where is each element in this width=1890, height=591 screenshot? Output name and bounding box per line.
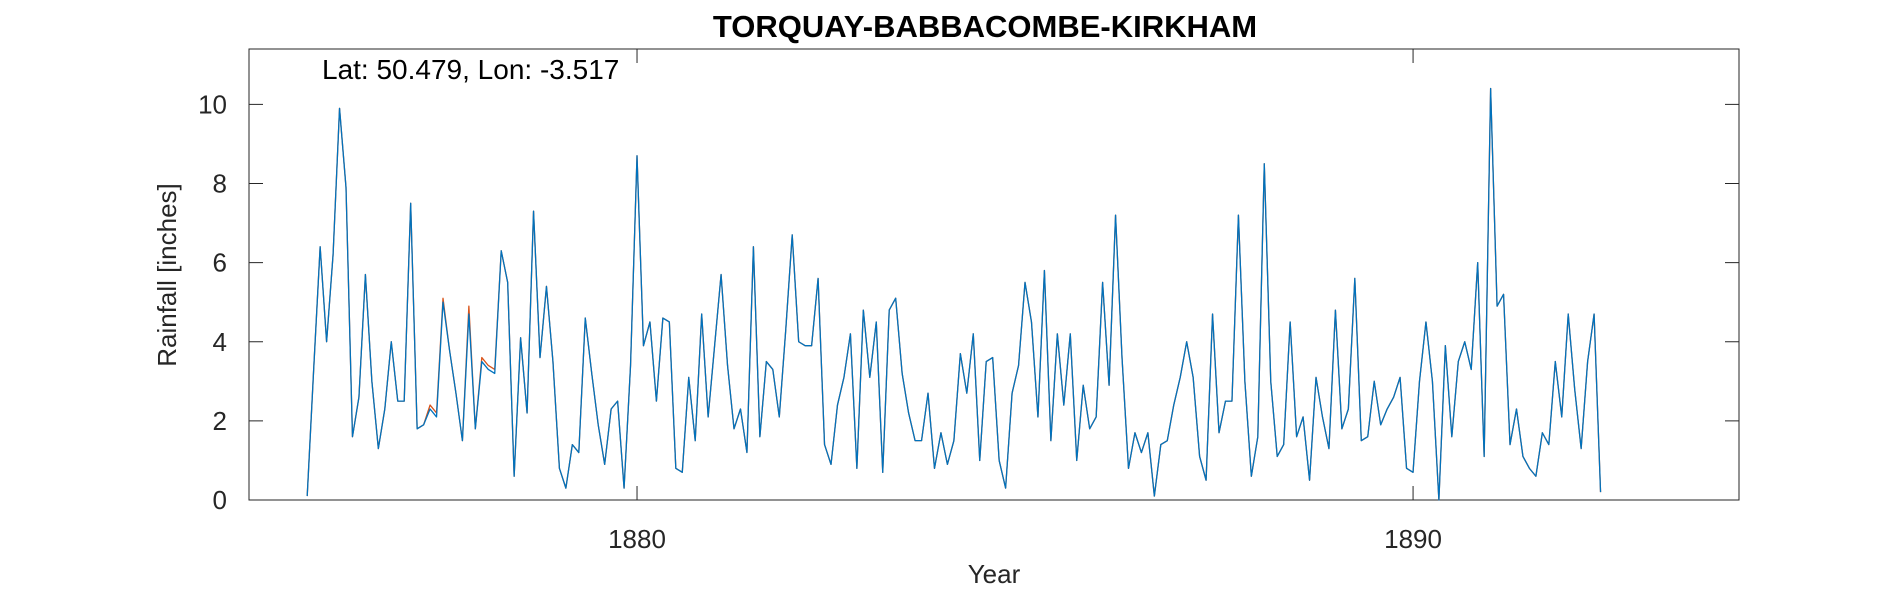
- series-layer: [306, 87, 1602, 501]
- y-tick-label: 2: [213, 406, 227, 436]
- y-tick-label: 6: [213, 248, 227, 278]
- y-tick-label: 8: [213, 169, 227, 199]
- y-axis-label: Rainfall [inches]: [152, 183, 182, 367]
- chart-title: TORQUAY-BABBACOMBE-KIRKHAM: [713, 9, 1257, 44]
- axis-ticks: 0 2 4 6 8 10 1880 1890: [198, 49, 1739, 554]
- x-tick-label: 1890: [1384, 524, 1442, 554]
- plot-area: [248, 48, 1740, 501]
- y-tick-label: 10: [198, 89, 227, 119]
- location-annotation: Lat: 50.479, Lon: -3.517: [322, 54, 619, 85]
- series-line-1: [306, 87, 1602, 501]
- x-axis-label: Year: [968, 559, 1021, 589]
- y-tick-label: 0: [213, 485, 227, 515]
- y-tick-label: 4: [213, 327, 227, 357]
- x-tick-label: 1880: [608, 524, 666, 554]
